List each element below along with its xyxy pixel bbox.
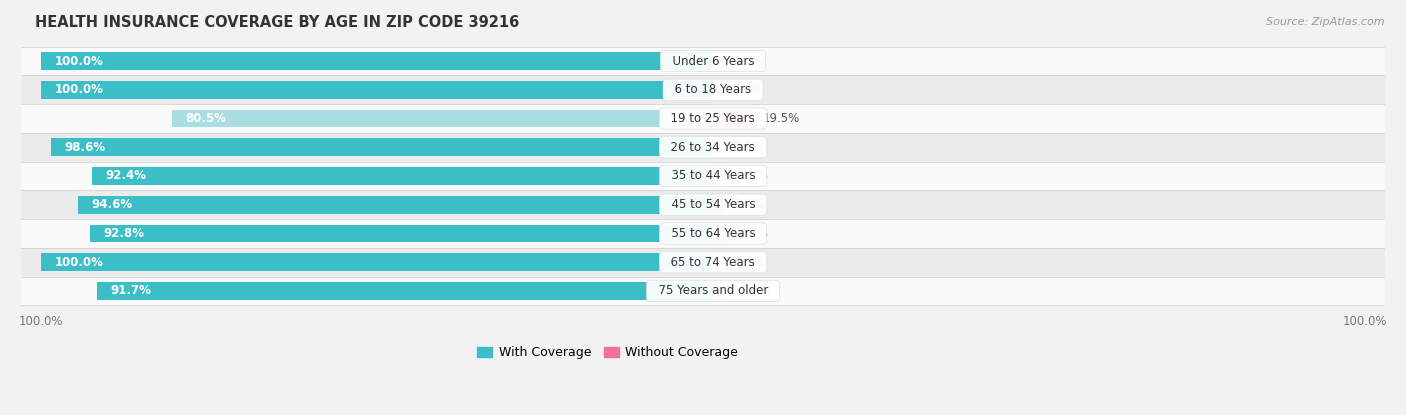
Text: 6 to 18 Years: 6 to 18 Years	[668, 83, 759, 96]
Bar	[713, 225, 727, 242]
Text: 100.0%: 100.0%	[55, 54, 104, 68]
Text: 19.5%: 19.5%	[762, 112, 800, 125]
Text: 0.0%: 0.0%	[734, 256, 763, 269]
Text: 75 Years and older: 75 Years and older	[651, 284, 776, 298]
Text: 100.0%: 100.0%	[55, 256, 104, 269]
Bar	[41, 253, 713, 271]
Bar	[713, 253, 723, 271]
Bar	[97, 282, 713, 300]
Text: 45 to 54 Years: 45 to 54 Years	[664, 198, 762, 211]
Bar	[713, 52, 723, 70]
Bar	[41, 81, 713, 99]
Bar	[41, 52, 713, 70]
FancyBboxPatch shape	[21, 133, 1385, 161]
FancyBboxPatch shape	[21, 219, 1385, 248]
Text: 19 to 25 Years: 19 to 25 Years	[664, 112, 762, 125]
Text: 7.6%: 7.6%	[738, 169, 768, 183]
Text: 65 to 74 Years: 65 to 74 Years	[664, 256, 762, 269]
FancyBboxPatch shape	[21, 276, 1385, 305]
FancyBboxPatch shape	[21, 46, 1385, 76]
Text: 100.0%: 100.0%	[55, 83, 104, 96]
FancyBboxPatch shape	[21, 104, 1385, 133]
Text: Under 6 Years: Under 6 Years	[665, 54, 762, 68]
Bar	[173, 110, 713, 127]
Bar	[93, 167, 713, 185]
Text: 92.8%: 92.8%	[103, 227, 143, 240]
FancyBboxPatch shape	[21, 161, 1385, 190]
FancyBboxPatch shape	[21, 190, 1385, 219]
Text: 98.6%: 98.6%	[65, 141, 105, 154]
Text: 0.0%: 0.0%	[734, 54, 763, 68]
Text: 1.4%: 1.4%	[734, 141, 763, 154]
Text: 55 to 64 Years: 55 to 64 Years	[664, 227, 762, 240]
Bar	[713, 110, 752, 127]
Legend: With Coverage, Without Coverage: With Coverage, Without Coverage	[472, 341, 742, 364]
Text: 8.3%: 8.3%	[740, 284, 769, 298]
Text: 7.2%: 7.2%	[738, 227, 768, 240]
Bar	[713, 282, 730, 300]
Text: 26 to 34 Years: 26 to 34 Years	[664, 141, 762, 154]
FancyBboxPatch shape	[21, 248, 1385, 276]
Bar	[713, 196, 724, 214]
Text: HEALTH INSURANCE COVERAGE BY AGE IN ZIP CODE 39216: HEALTH INSURANCE COVERAGE BY AGE IN ZIP …	[35, 15, 519, 30]
Text: 80.5%: 80.5%	[186, 112, 226, 125]
Bar	[51, 138, 713, 156]
Bar	[713, 138, 723, 156]
Text: 35 to 44 Years: 35 to 44 Years	[664, 169, 762, 183]
Bar	[77, 196, 713, 214]
Text: 5.4%: 5.4%	[734, 198, 763, 211]
FancyBboxPatch shape	[21, 76, 1385, 104]
Text: 92.4%: 92.4%	[105, 169, 146, 183]
Text: 94.6%: 94.6%	[91, 198, 132, 211]
Bar	[90, 225, 713, 242]
Bar	[713, 167, 728, 185]
Bar	[713, 81, 723, 99]
Text: 0.0%: 0.0%	[734, 83, 763, 96]
Text: Source: ZipAtlas.com: Source: ZipAtlas.com	[1267, 17, 1385, 27]
Text: 91.7%: 91.7%	[111, 284, 152, 298]
